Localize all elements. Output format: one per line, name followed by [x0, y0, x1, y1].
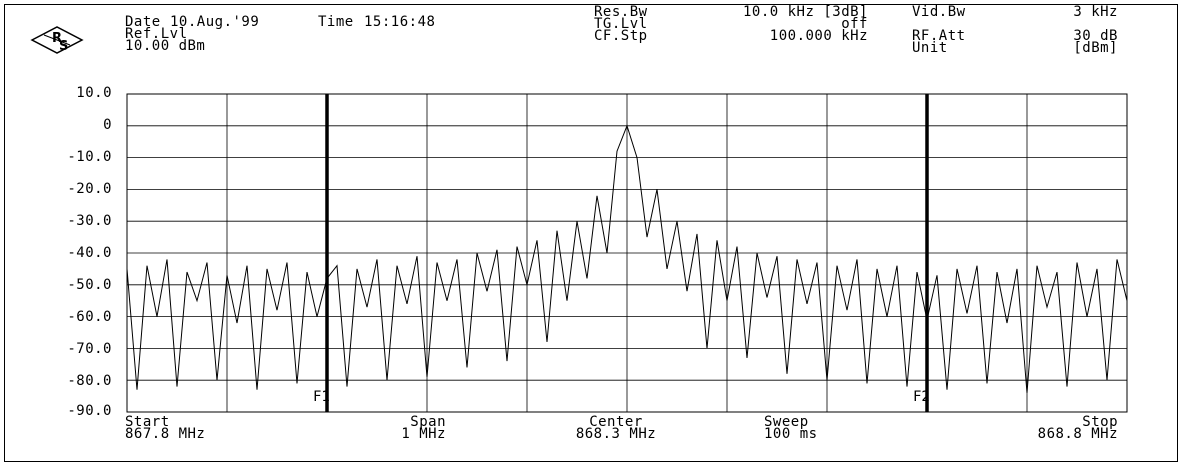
vid-bw-value: 3 kHz: [1073, 4, 1118, 20]
spectrum-trace: [126, 124, 1128, 393]
stop-value: 868.8 MHz: [1037, 426, 1118, 442]
ref-lvl-label: Ref.Lvl: [125, 26, 188, 42]
unit-label: Unit: [912, 40, 948, 56]
time-label: Time: [318, 14, 354, 30]
svg-text:S: S: [59, 39, 68, 54]
y-tick-label: -90.0: [67, 403, 112, 419]
tg-lvl-label: TG.Lvl: [594, 16, 648, 32]
res-bw-value: 10.0 kHz [3dB]: [742, 4, 868, 20]
y-tick-label: -60.0: [67, 309, 112, 325]
trace-line: [126, 124, 1128, 393]
cf-stp-value: 100.000 kHz: [769, 28, 868, 44]
rf-att-value: 30 dB: [1073, 28, 1118, 44]
y-tick-label: -50.0: [67, 277, 112, 293]
time-value: 15:16:48: [364, 14, 436, 30]
date-value: 10.Aug.'99: [170, 14, 260, 30]
cf-stp-label: CF.Stp: [594, 28, 648, 44]
tg-lvl-value: off: [841, 16, 868, 32]
y-tick-label: -20.0: [67, 181, 112, 197]
y-tick-label: 0: [103, 117, 112, 133]
rf-att-label: RF.Att: [912, 28, 966, 44]
y-tick-label: -80.0: [67, 373, 112, 389]
span-value: 1 MHz: [401, 426, 446, 442]
marker-label: F2: [913, 389, 930, 405]
date-label: Date: [125, 14, 161, 30]
sweep-label: Sweep: [764, 414, 809, 430]
y-tick-label: -70.0: [67, 341, 112, 357]
ref-lvl-value: 10.00 dBm: [125, 38, 206, 54]
start-value: 867.8 MHz: [125, 426, 206, 442]
y-tick-label: -10.0: [67, 149, 112, 165]
marker-label: F1: [313, 389, 330, 405]
plot-grid: [126, 93, 1128, 413]
span-label: Span: [410, 414, 446, 430]
sweep-value: 100 ms: [764, 426, 818, 442]
svg-text:R: R: [52, 31, 62, 46]
start-label: Start: [125, 414, 170, 430]
frequency-markers: F1 F2: [313, 94, 930, 412]
rohde-schwarz-logo-icon: R S: [30, 26, 84, 54]
y-tick-label: 10.0: [76, 85, 112, 101]
res-bw-label: Res.Bw: [594, 4, 648, 20]
y-tick-label: -30.0: [67, 213, 112, 229]
unit-value: [dBm]: [1073, 40, 1118, 56]
center-value: 868.3 MHz: [575, 426, 657, 442]
stop-label: Stop: [1082, 414, 1118, 430]
vid-bw-label: Vid.Bw: [912, 4, 966, 20]
analyzer-frame: [4, 4, 1178, 462]
center-label: Center: [589, 414, 643, 430]
y-tick-label: -40.0: [67, 245, 112, 261]
